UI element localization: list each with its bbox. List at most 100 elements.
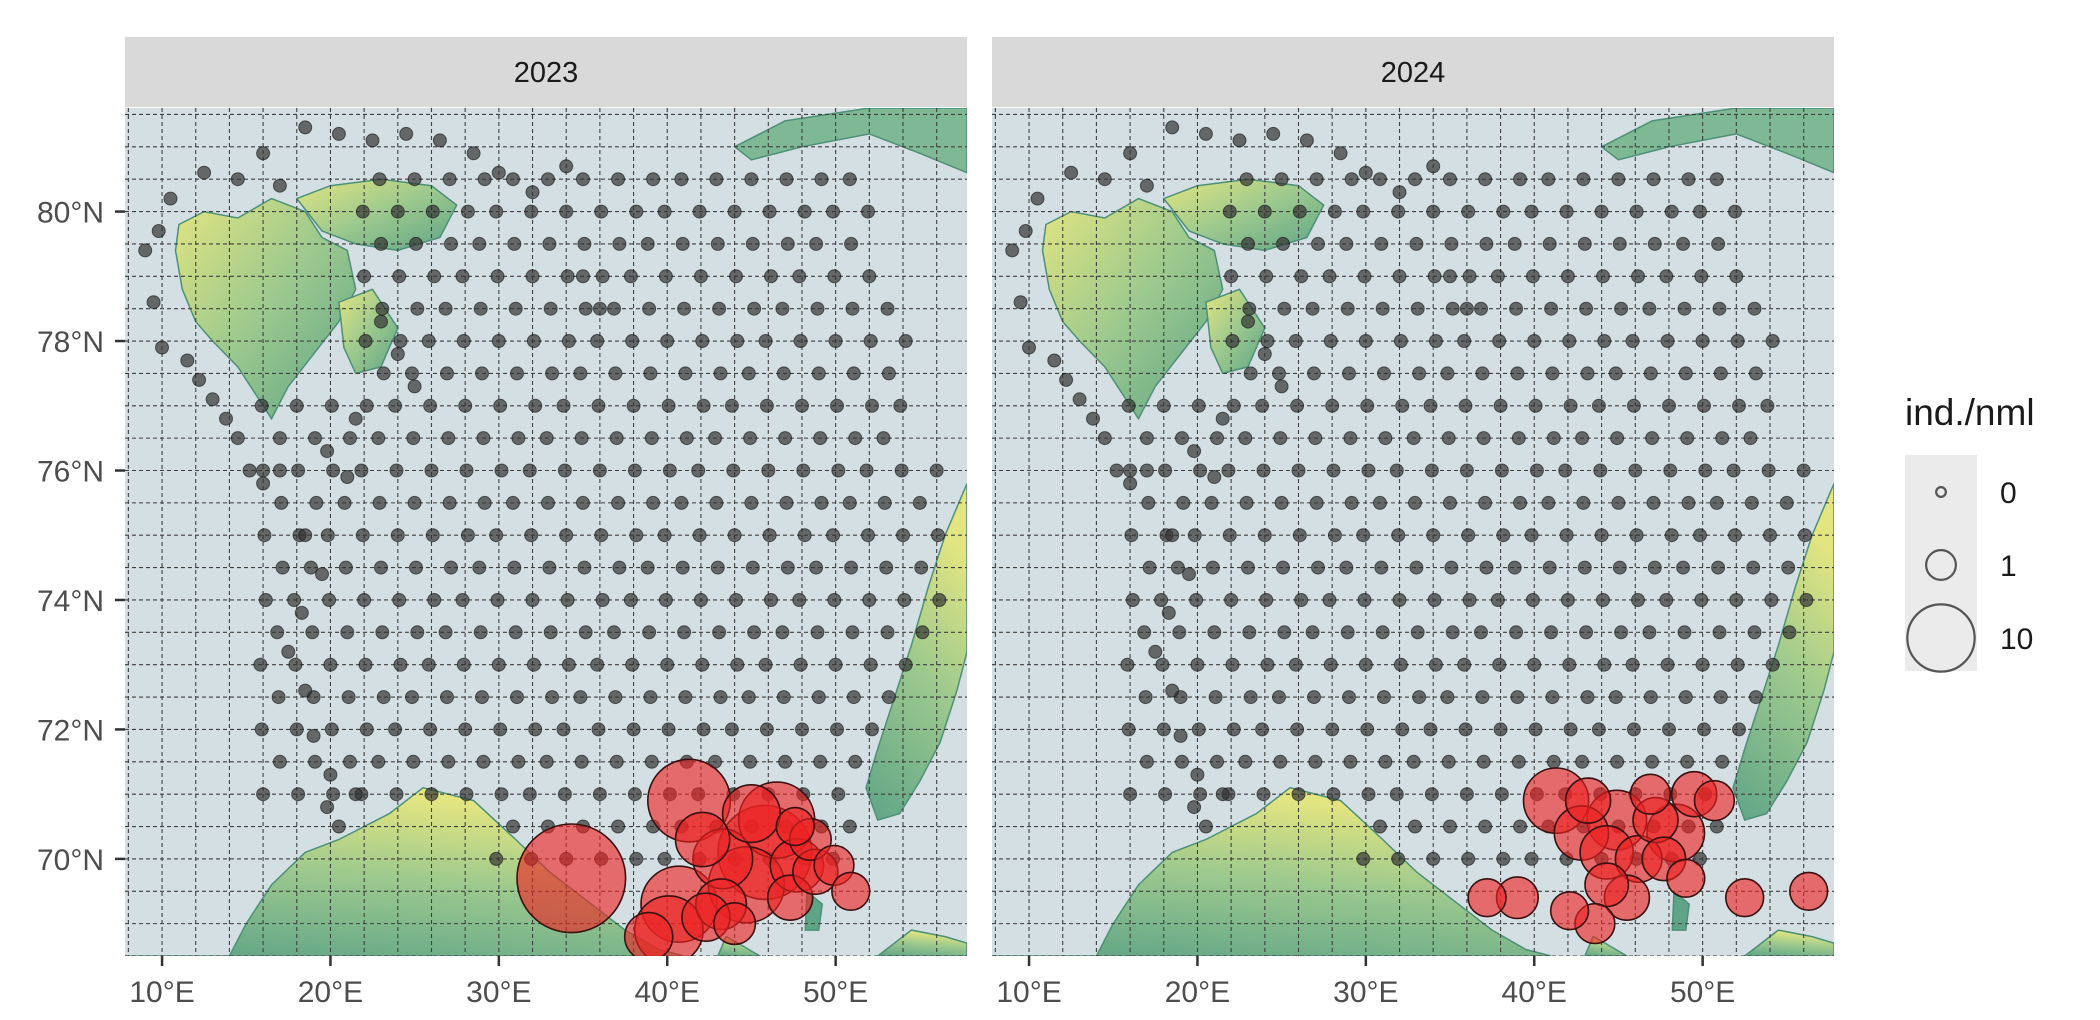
station-zero xyxy=(524,204,539,219)
station-zero xyxy=(1445,625,1460,640)
station-zero xyxy=(747,301,762,316)
station-zero xyxy=(1138,690,1153,705)
station-zero xyxy=(511,431,526,446)
station-zero xyxy=(489,204,504,219)
station-zero xyxy=(1097,172,1112,187)
station-zero xyxy=(640,236,655,251)
station-zero xyxy=(323,657,338,672)
station-positive xyxy=(1666,858,1706,898)
station-zero xyxy=(1277,301,1292,316)
station-zero xyxy=(1748,366,1763,381)
station-zero xyxy=(1360,398,1375,413)
legend-key-circle xyxy=(1906,603,1976,673)
station-zero xyxy=(305,625,320,640)
station-zero xyxy=(730,334,745,348)
station-zero xyxy=(1408,819,1422,834)
station-zero xyxy=(1224,593,1239,607)
station-zero xyxy=(1545,366,1560,381)
station-zero xyxy=(1393,334,1408,348)
station-positive xyxy=(1467,877,1507,918)
station-zero xyxy=(1377,366,1391,381)
station-zero xyxy=(1239,495,1254,510)
station-zero xyxy=(1459,301,1474,316)
station-zero xyxy=(440,366,454,381)
station-zero xyxy=(1225,657,1240,672)
station-zero xyxy=(1395,722,1410,737)
station-zero xyxy=(539,431,554,446)
station-zero xyxy=(1139,431,1154,446)
station-zero xyxy=(793,334,808,348)
station-zero xyxy=(528,398,543,413)
station-zero xyxy=(253,657,268,672)
station-zero xyxy=(1697,722,1711,737)
station-zero xyxy=(1478,819,1493,834)
station-zero xyxy=(1333,146,1348,161)
station-zero xyxy=(192,372,207,387)
station-zero xyxy=(830,398,844,413)
station-zero xyxy=(270,625,285,640)
station-zero xyxy=(1715,754,1730,769)
station-zero xyxy=(1597,334,1612,348)
station-zero xyxy=(594,204,609,219)
station-zero xyxy=(526,657,541,672)
station-zero xyxy=(1494,463,1509,478)
station-zero xyxy=(1462,593,1477,607)
station-zero xyxy=(490,593,505,607)
station-zero xyxy=(792,593,807,607)
station-zero xyxy=(343,754,357,769)
station-zero xyxy=(1647,236,1662,251)
station-zero xyxy=(1440,690,1455,705)
station-zero xyxy=(355,528,370,543)
station-positive xyxy=(674,811,731,868)
station-zero xyxy=(1664,204,1679,219)
station-zero xyxy=(494,787,509,802)
station-zero xyxy=(309,495,324,510)
legend-key-circle xyxy=(1935,486,1947,498)
station-zero xyxy=(759,722,774,737)
station-zero xyxy=(1123,146,1138,161)
station-zero xyxy=(1339,236,1354,251)
x-tick-label: 20°E xyxy=(1165,976,1230,1009)
station-zero xyxy=(696,722,711,737)
station-zero xyxy=(1629,528,1644,543)
station-zero xyxy=(827,593,842,607)
station-zero xyxy=(1541,495,1556,510)
station-zero xyxy=(1493,398,1508,413)
station-zero xyxy=(1645,754,1660,769)
station-zero xyxy=(1276,560,1290,575)
station-zero xyxy=(813,754,828,769)
station-zero xyxy=(1358,334,1373,348)
station-zero xyxy=(1198,819,1213,834)
station-zero xyxy=(1528,722,1543,737)
station-zero xyxy=(326,787,341,802)
station-zero xyxy=(358,657,373,672)
station-zero xyxy=(1215,787,1230,802)
station-zero xyxy=(1308,754,1323,769)
station-zero xyxy=(1395,398,1410,413)
station-zero xyxy=(1361,787,1376,802)
nordaustlandet-land xyxy=(1162,178,1325,252)
station-zero xyxy=(1373,172,1387,187)
station-zero xyxy=(897,593,912,607)
station-zero xyxy=(797,528,812,543)
station-zero xyxy=(460,528,475,543)
station-zero xyxy=(557,787,572,802)
station-zero xyxy=(1628,463,1643,478)
station-zero xyxy=(456,334,471,348)
station-zero xyxy=(458,722,473,737)
y-tick-label: 74°N xyxy=(37,585,104,618)
station-zero xyxy=(1610,754,1625,769)
station-zero xyxy=(831,787,846,802)
station-zero xyxy=(675,236,690,251)
station-zero xyxy=(155,340,169,355)
station-zero xyxy=(1224,269,1239,284)
station-zero xyxy=(1524,204,1539,219)
station-zero xyxy=(1524,528,1539,543)
station-zero xyxy=(272,463,287,478)
station-zero xyxy=(607,625,621,640)
station-zero xyxy=(291,463,306,478)
station-zero xyxy=(526,334,541,348)
station-zero xyxy=(421,657,436,672)
x-tick-label: 50°E xyxy=(1670,976,1735,1009)
station-zero xyxy=(677,301,692,316)
